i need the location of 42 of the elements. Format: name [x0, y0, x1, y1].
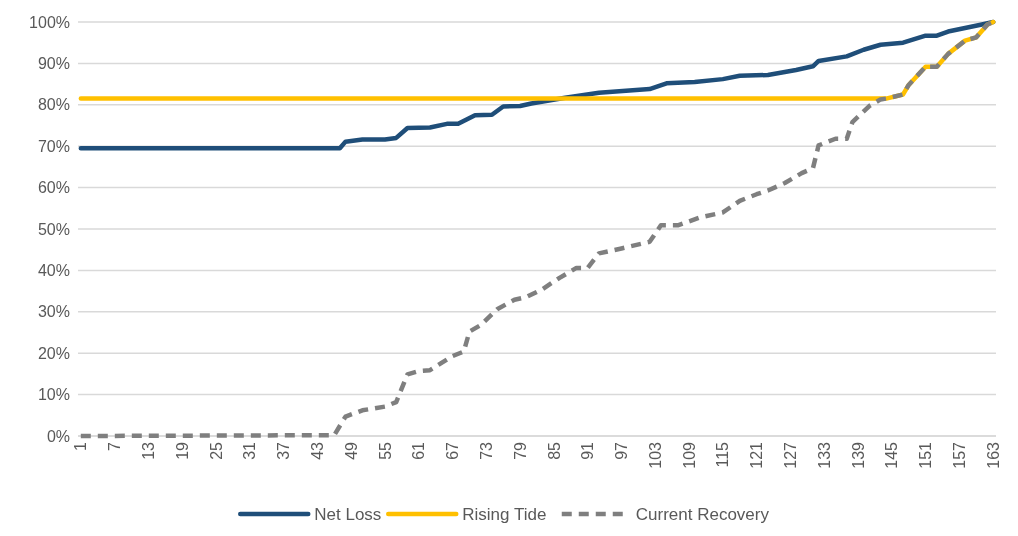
x-tick-label: 91	[579, 441, 597, 460]
x-tick-label: 67	[444, 441, 462, 460]
x-tick-label: 79	[511, 441, 529, 460]
y-tick-label: 80%	[37, 96, 70, 114]
x-tick-label: 55	[376, 441, 394, 460]
x-tick-label: 19	[173, 441, 191, 460]
x-tick-label: 127	[782, 441, 800, 469]
x-tick-label: 7	[106, 441, 124, 451]
y-tick-label: 40%	[37, 262, 70, 279]
x-tick-label: 37	[275, 441, 293, 460]
x-tick-label: 157	[950, 441, 968, 469]
x-tick-label: 97	[613, 441, 631, 460]
x-tick-label: 43	[308, 441, 326, 460]
x-tick-label: 145	[883, 441, 901, 469]
legend-label: Rising Tide	[462, 505, 547, 524]
y-tick-label: 30%	[37, 303, 70, 321]
x-tick-label: 1	[72, 441, 90, 451]
y-tick-label: 50%	[37, 220, 70, 238]
y-tick-label: 20%	[37, 344, 70, 362]
x-tick-label: 103	[646, 441, 664, 469]
x-tick-label: 85	[545, 441, 563, 460]
y-tick-label: 90%	[37, 55, 70, 72]
x-tick-label: 13	[140, 441, 157, 460]
x-tick-label: 121	[748, 441, 766, 469]
y-tick-label: 60%	[37, 179, 70, 197]
x-tick-label: 163	[984, 441, 1002, 469]
y-tick-label: 70%	[37, 137, 70, 155]
x-tick-label: 151	[917, 441, 935, 469]
legend-label: Current Recovery	[635, 505, 770, 524]
x-tick-label: 133	[815, 441, 833, 469]
legend-label: Net Loss	[314, 505, 382, 524]
y-tick-label: 10%	[37, 386, 70, 404]
x-tick-label: 25	[207, 441, 225, 460]
x-tick-label: 49	[342, 441, 360, 460]
y-tick-label: 0%	[46, 427, 70, 445]
x-tick-label: 73	[477, 441, 495, 460]
x-tick-label: 61	[410, 441, 428, 460]
x-tick-label: 31	[241, 441, 259, 460]
x-tick-label: 139	[849, 441, 867, 469]
x-tick-label: 109	[680, 441, 698, 469]
x-tick-label: 115	[714, 441, 732, 468]
y-tick-label: 100%	[29, 13, 70, 31]
